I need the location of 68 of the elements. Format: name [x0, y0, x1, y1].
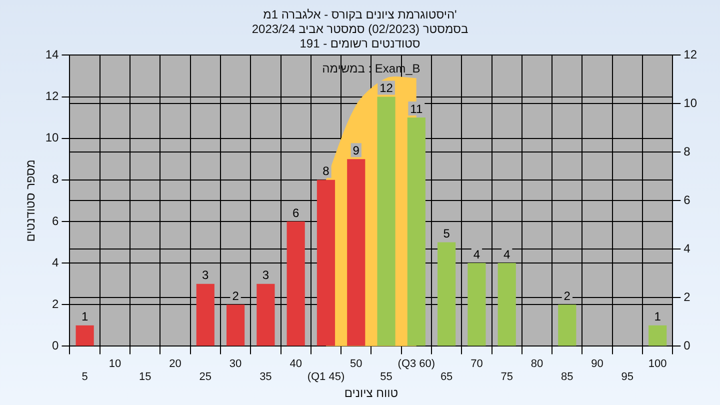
- text: היסטוגרמת ציונים בקורס - אלגברה 1מ': [263, 8, 457, 22]
- y-tick-label: 8: [52, 172, 60, 186]
- y-tick-label: 4: [52, 255, 60, 270]
- data-label: 3: [202, 268, 210, 282]
- data-label: 11: [410, 102, 423, 116]
- bar: [498, 263, 516, 346]
- text: בסמסטר (02/2023) סמסטר אביב 2023/24: [252, 22, 468, 36]
- x-tick-label: 100: [648, 358, 667, 370]
- x-tick-label: 15: [138, 371, 152, 384]
- data-label: 12: [380, 81, 394, 96]
- x-tick-label: 80: [530, 358, 544, 370]
- data-label: 1: [654, 310, 662, 324]
- bar: [347, 159, 366, 346]
- bar: [226, 304, 245, 346]
- y2-tick-label: 10: [684, 96, 698, 110]
- y2-tick-label: 6: [684, 193, 691, 208]
- y-tick-label: 2: [52, 296, 60, 311]
- y2-tick-label: 12: [684, 48, 698, 62]
- data-label: 1: [81, 310, 88, 324]
- y-tick-label: 10: [45, 130, 60, 145]
- data-label: 2: [564, 288, 571, 303]
- x-tick-label: 30: [229, 358, 242, 370]
- y-axis-title: מספר סטודנטים: [24, 160, 38, 242]
- x-axis-title: טווח ציונים: [344, 386, 398, 400]
- y2-tick-label: 4: [684, 242, 691, 256]
- y-tick-label: 12: [45, 89, 60, 104]
- x-tick-label: 75: [500, 371, 513, 384]
- x-tick-label: 25: [199, 371, 212, 384]
- x-tick-label: 35: [260, 371, 272, 384]
- data-label: 9: [352, 143, 360, 158]
- y-tick-label: 6: [52, 214, 60, 228]
- x-tick-label: 20: [169, 358, 182, 370]
- x-tick-label: 95: [621, 371, 634, 384]
- bar: [196, 284, 214, 346]
- y2-tick-label: 2: [684, 290, 691, 304]
- bar: [76, 325, 94, 346]
- bar: [558, 304, 576, 346]
- x-tick-label: (Q1 45): [307, 371, 345, 384]
- x-tick-label: (Q3 60): [398, 358, 436, 370]
- x-tick-label: 65: [440, 371, 453, 384]
- data-label: 8: [322, 164, 330, 178]
- x-tick-label: 40: [290, 358, 302, 370]
- bar: [407, 118, 426, 346]
- data-label: 6: [292, 206, 300, 220]
- data-label: 4: [473, 247, 480, 262]
- x-tick-label: 70: [470, 358, 483, 370]
- data-label: 2: [232, 288, 240, 303]
- x-tick-label: 5: [82, 371, 88, 384]
- x-tick-label: 90: [591, 358, 604, 370]
- y2-tick-label: 0: [684, 338, 691, 353]
- y-tick-label: 0: [52, 338, 60, 353]
- x-tick-label: 55: [380, 371, 392, 384]
- bar: [256, 284, 275, 346]
- data-label: 5: [443, 226, 450, 241]
- bar: [377, 96, 396, 346]
- x-tick-label: 10: [108, 358, 122, 370]
- bar: [468, 263, 486, 346]
- bar: [648, 325, 667, 346]
- x-tick-label: 50: [350, 358, 362, 370]
- y2-tick-label: 8: [684, 144, 691, 159]
- bar: [438, 242, 456, 346]
- data-label: 3: [262, 268, 270, 282]
- bar: [316, 180, 336, 346]
- x-tick-label: 85: [561, 371, 574, 384]
- text: סטודנטים רשומים - 191: [300, 36, 420, 50]
- data-label: 4: [504, 247, 511, 262]
- y-tick-label: 14: [45, 48, 60, 62]
- bar: [286, 221, 305, 346]
